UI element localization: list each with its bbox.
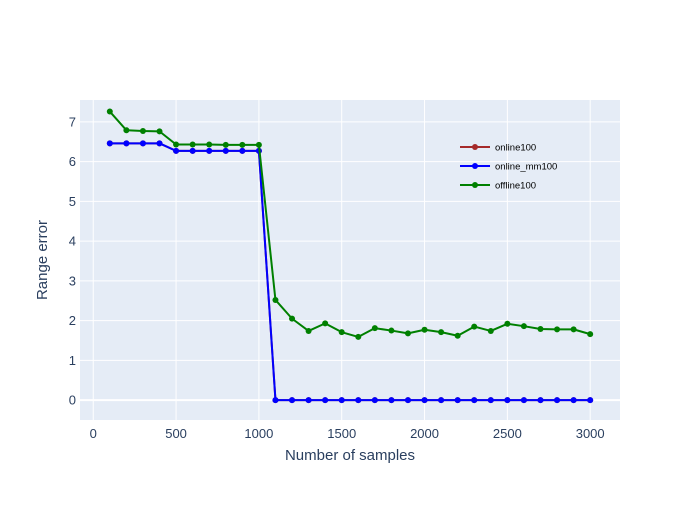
data-point (471, 397, 478, 404)
grid-lines (80, 100, 620, 420)
data-point (338, 329, 345, 336)
data-point (520, 323, 527, 330)
data-point (388, 327, 395, 334)
data-point (355, 333, 362, 340)
data-point (272, 397, 279, 404)
data-point (289, 397, 296, 404)
y-tick-label: 4 (69, 234, 76, 249)
x-tick-label: 0 (90, 426, 97, 441)
data-point (156, 140, 163, 147)
y-tick-label: 5 (69, 194, 76, 209)
y-tick-label: 1 (69, 353, 76, 368)
legend-label: online100 (495, 143, 536, 154)
data-point (189, 141, 196, 148)
data-point (239, 141, 246, 148)
data-point (239, 147, 246, 154)
data-point (156, 128, 163, 135)
data-point (438, 397, 445, 404)
data-point (438, 329, 445, 336)
tick-labels: 0 500 1000 1500 2000 2500 3000 0 1 2 3 4 5 6 7 (69, 114, 605, 441)
y-tick-label: 6 (69, 154, 76, 169)
legend-label: offline100 (495, 181, 536, 192)
data-point (587, 397, 594, 404)
data-point (305, 397, 312, 404)
data-point (106, 140, 113, 147)
data-point (421, 397, 428, 404)
data-point (487, 327, 494, 334)
series-offline100 (106, 108, 594, 340)
data-point (487, 397, 494, 404)
legend-item-online100[interactable]: online100 (460, 143, 536, 154)
data-point (421, 326, 428, 333)
x-tick-label: 500 (165, 426, 187, 441)
data-point (106, 108, 113, 115)
data-point (272, 296, 279, 303)
x-tick-label: 2500 (493, 426, 522, 441)
data-point (554, 397, 561, 404)
y-tick-label: 0 (69, 393, 76, 408)
data-point (537, 325, 544, 332)
data-point (355, 397, 362, 404)
data-point (173, 141, 180, 148)
data-point (255, 141, 262, 148)
legend-marker (472, 182, 478, 188)
series-online_mm100 (106, 140, 594, 404)
data-point (222, 141, 229, 148)
data-point (388, 397, 395, 404)
x-axis-title: Number of samples (285, 447, 415, 464)
x-tick-label: 1500 (327, 426, 356, 441)
legend-label: online_mm100 (495, 162, 557, 173)
data-point (206, 141, 213, 148)
y-axis-title: Range error (34, 220, 51, 300)
data-point (123, 127, 130, 134)
data-point (189, 147, 196, 154)
data-point (504, 320, 511, 327)
y-tick-label: 3 (69, 273, 76, 288)
data-point (570, 397, 577, 404)
data-point (471, 323, 478, 330)
x-tick-label: 1000 (244, 426, 273, 441)
data-point (289, 315, 296, 322)
data-point (139, 128, 146, 135)
y-tick-label: 7 (69, 114, 76, 129)
legend[interactable]: online100 online_mm100 offline100 (460, 143, 557, 192)
x-tick-label: 2000 (410, 426, 439, 441)
data-point (206, 147, 213, 154)
data-point (123, 140, 130, 147)
data-point (454, 332, 461, 339)
data-point (520, 397, 527, 404)
data-point (305, 327, 312, 334)
data-point (570, 326, 577, 333)
data-point (173, 147, 180, 154)
data-point (504, 397, 511, 404)
x-tick-label: 3000 (576, 426, 605, 441)
data-point (404, 330, 411, 337)
data-point (454, 397, 461, 404)
data-point (587, 331, 594, 338)
legend-item-online_mm100[interactable]: online_mm100 (460, 162, 557, 173)
data-point (554, 326, 561, 333)
data-point (371, 397, 378, 404)
data-point (322, 397, 329, 404)
legend-marker (472, 144, 478, 150)
data-point (371, 325, 378, 332)
plot-background (80, 100, 620, 420)
data-point (139, 140, 146, 147)
data-point (322, 320, 329, 327)
data-point (404, 397, 411, 404)
series-group (106, 108, 594, 404)
data-point (222, 147, 229, 154)
legend-marker (472, 163, 478, 169)
data-point (537, 397, 544, 404)
data-point (338, 397, 345, 404)
legend-item-offline100[interactable]: offline100 (460, 181, 536, 192)
y-tick-label: 2 (69, 313, 76, 328)
